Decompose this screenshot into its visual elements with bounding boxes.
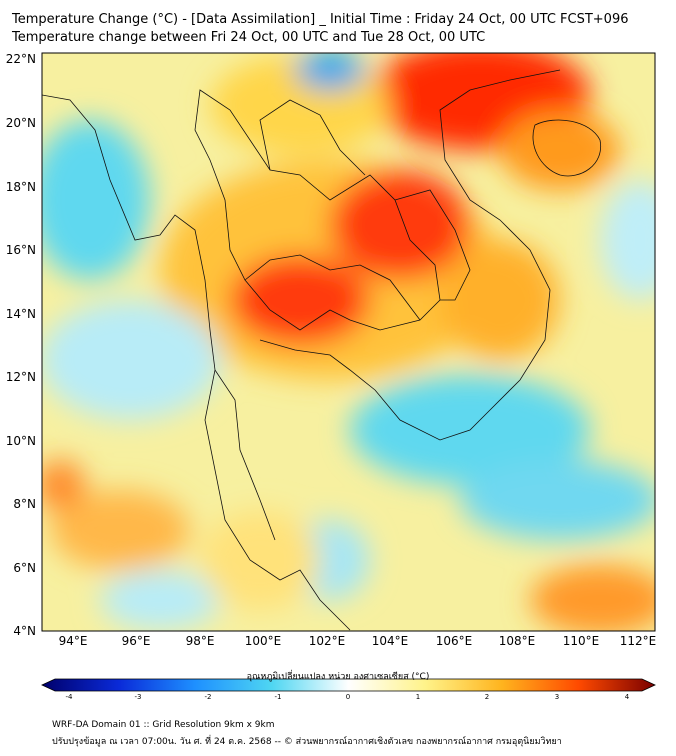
lat-tick-label: 4°N	[13, 624, 36, 638]
lon-tick-label: 112°E	[619, 634, 657, 648]
colorbar-tick: 4	[624, 693, 630, 701]
colorbar-tick: 0	[345, 693, 351, 701]
colorbar-tick: -1	[274, 693, 282, 701]
lat-tick-label: 8°N	[13, 497, 36, 511]
lat-tick-label: 10°N	[5, 434, 36, 448]
credit-line: ปรับปรุงข้อมูล ณ เวลา 07:00น. วัน ศ. ที่…	[52, 737, 562, 747]
lat-tick-label: 20°N	[5, 116, 36, 130]
lon-tick-label: 110°E	[562, 634, 600, 648]
colorbar-title: อุณหภูมิเปลี่ยนแปลง หน่วย องศาเซลเซียส (…	[246, 672, 430, 682]
lat-tick-label: 18°N	[5, 180, 36, 194]
lat-tick-label: 12°N	[5, 370, 36, 384]
lon-tick-label: 94°E	[58, 634, 88, 648]
colorbar-tick: -2	[204, 693, 212, 701]
lon-tick-label: 108°E	[498, 634, 536, 648]
model-info: WRF-DA Domain 01 :: Grid Resolution 9km …	[52, 720, 275, 730]
lon-tick-label: 106°E	[435, 634, 473, 648]
lon-tick-label: 102°E	[308, 634, 346, 648]
lon-tick-label: 96°E	[121, 634, 151, 648]
lon-tick-label: 100°E	[244, 634, 282, 648]
coastline-and-borders	[42, 69, 602, 631]
colorbar-tick: -3	[134, 693, 142, 701]
lat-tick-label: 6°N	[13, 561, 36, 575]
lon-tick-label: 104°E	[371, 634, 409, 648]
map-frame	[41, 52, 656, 632]
colorbar-tick: 2	[484, 693, 490, 701]
colorbar	[41, 678, 656, 692]
lat-tick-label: 14°N	[5, 307, 36, 321]
map-title: Temperature Change (°C) - [Data Assimila…	[12, 12, 629, 27]
colorbar-tick: -4	[65, 693, 73, 701]
lat-tick-label: 22°N	[5, 52, 36, 66]
map-subtitle: Temperature change between Fri 24 Oct, 0…	[12, 30, 486, 45]
temperature-field	[42, 53, 655, 631]
lat-tick-label: 16°N	[5, 243, 36, 257]
lon-tick-label: 98°E	[185, 634, 215, 648]
colorbar-tick: 3	[554, 693, 560, 701]
colorbar-tick: 1	[415, 693, 421, 701]
